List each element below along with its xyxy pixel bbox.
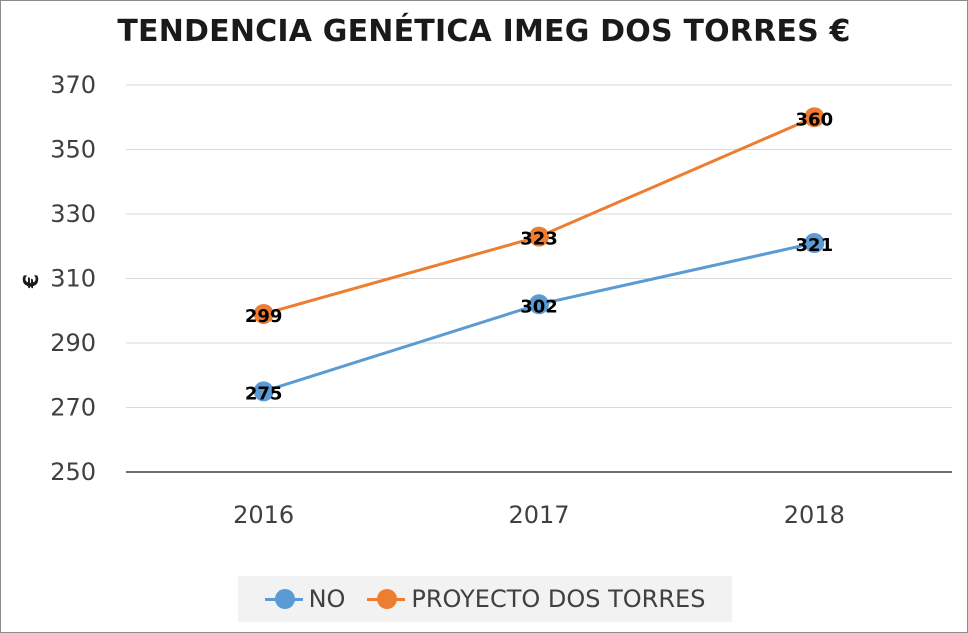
legend: NO PROYECTO DOS TORRES	[238, 576, 732, 622]
series-proyecto-dos-torres: 299 323 360	[245, 107, 833, 327]
legend-swatch-no	[264, 589, 303, 609]
y-tick-label: 370	[50, 71, 96, 99]
data-point	[253, 381, 274, 402]
legend-label-no: NO	[308, 585, 346, 613]
y-tick-label: 350	[50, 136, 96, 164]
data-point	[253, 303, 274, 324]
y-tick-label: 250	[50, 458, 96, 486]
y-axis-label: €	[19, 274, 43, 289]
series-line	[263, 115, 815, 316]
data-point	[804, 233, 825, 254]
gridlines	[126, 84, 952, 473]
data-label: 302	[520, 296, 558, 317]
y-axis-ticks: 370 350 330 310 290 270 250	[50, 71, 96, 486]
data-point	[529, 294, 549, 315]
data-label: 299	[245, 306, 283, 327]
y-tick-label: 270	[50, 394, 96, 422]
y-tick-label: 290	[50, 329, 96, 357]
data-label: 321	[796, 235, 834, 256]
series-group: 275 302 321 299 323 360	[245, 107, 833, 404]
data-label: 275	[245, 383, 283, 404]
legend-item-no: NO	[264, 585, 346, 613]
x-tick-label: 2016	[233, 501, 294, 529]
data-point	[529, 226, 549, 247]
x-tick-label: 2018	[784, 501, 845, 529]
legend-label-proyecto: PROYECTO DOS TORRES	[411, 585, 706, 613]
legend-item-proyecto: PROYECTO DOS TORRES	[367, 585, 705, 613]
y-tick-label: 310	[50, 265, 96, 293]
data-label: 360	[796, 109, 834, 130]
data-label: 323	[520, 229, 558, 250]
x-tick-label: 2017	[508, 501, 569, 529]
series-no: 275 302 321	[245, 233, 833, 404]
legend-swatch-proyecto	[367, 589, 406, 609]
x-axis-ticks: 2016 2017 2018	[233, 501, 845, 529]
data-point	[804, 107, 825, 128]
chart-title: TENDENCIA GENÉTICA IMEG DOS TORRES €	[117, 14, 851, 49]
y-tick-label: 330	[50, 200, 96, 228]
